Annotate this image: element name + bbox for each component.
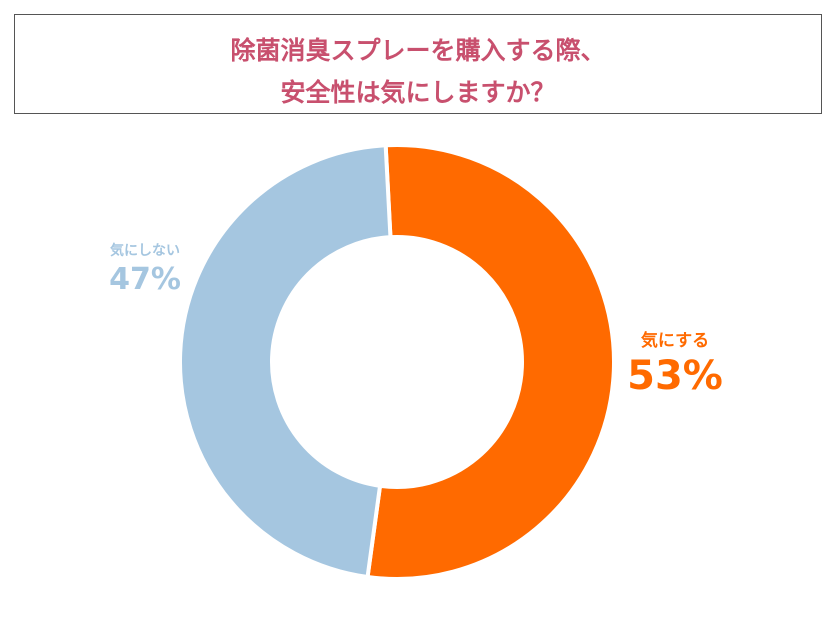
label-no-name: 気にしない	[110, 243, 180, 259]
label-yes-name: 気にする	[640, 331, 710, 351]
chart-title-line-1: 除菌消臭スプレーを購入する際、	[230, 36, 606, 65]
donut-slice-1	[178, 143, 393, 580]
donut-slice-0	[365, 143, 616, 581]
label-no-value: 47%	[109, 262, 181, 297]
label-no: 気にしない 47%	[90, 240, 200, 297]
chart-title-box: 除菌消臭スプレーを購入する際、 安全性は気にしますか？	[14, 14, 822, 114]
label-yes-value: 53%	[627, 353, 723, 399]
label-yes: 気にする 53%	[620, 326, 730, 399]
chart-title-line-2: 安全性は気にしますか？	[280, 78, 556, 107]
